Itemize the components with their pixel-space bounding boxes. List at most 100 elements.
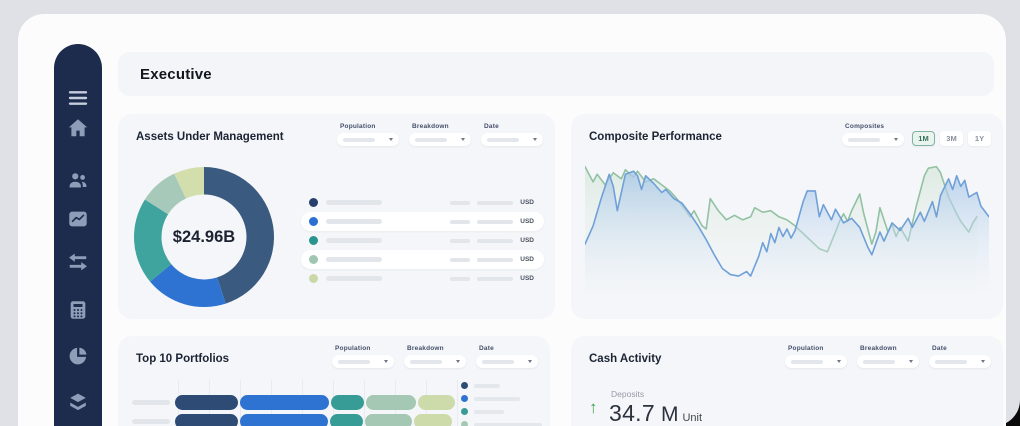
dropdown-placeholder [863, 359, 895, 364]
composite-blue-line [585, 171, 989, 276]
chevron-down-icon [461, 138, 465, 141]
donut-segment-4 [144, 173, 186, 215]
dropdown-placeholder [343, 137, 375, 142]
legend-dot [461, 395, 468, 402]
filter-breakdown: Breakdown [409, 123, 471, 146]
dropdown-placeholder [415, 137, 447, 142]
filter-date: Date [476, 345, 538, 368]
dropdown-placeholder [338, 359, 370, 364]
filter-date-dropdown[interactable] [476, 355, 538, 368]
page-title: Executive [140, 65, 212, 83]
header-bar: Executive [118, 52, 994, 96]
value-placeholder [477, 257, 514, 262]
deposits-value: 34.7 M Unit [609, 400, 702, 426]
row-label-placeholder [132, 400, 170, 405]
chevron-down-icon [533, 138, 537, 141]
range-button-1m[interactable]: 1M [912, 131, 935, 146]
filter-composites: Composites [842, 123, 904, 146]
currency-label: USD [520, 218, 534, 225]
filter-population: Population [785, 345, 847, 368]
cash-card-title: Cash Activity [589, 353, 662, 365]
legend-dot [461, 408, 468, 415]
value-placeholder [477, 238, 514, 243]
legend-values: USD [450, 237, 534, 244]
filter-breakdown-dropdown[interactable] [404, 355, 466, 368]
aum-legend: USD USD USD USD USD [301, 193, 544, 288]
legend-dot [309, 236, 318, 245]
filter-date-dropdown[interactable] [929, 355, 991, 368]
value-placeholder [450, 238, 471, 243]
calculator-icon[interactable] [54, 299, 102, 321]
filter-breakdown-dropdown[interactable] [857, 355, 919, 368]
dropdown-placeholder [935, 359, 967, 364]
legend-values: USD [450, 256, 534, 263]
filter-label: Population [340, 123, 376, 130]
range-button-1y[interactable]: 1Y [968, 131, 991, 146]
filter-label: Population [788, 345, 824, 352]
chevron-down-icon [909, 360, 913, 363]
menu-icon[interactable] [54, 87, 102, 109]
portfolio-row[interactable] [132, 414, 452, 426]
filter-population-dropdown[interactable] [332, 355, 394, 368]
portfolio-row[interactable] [132, 395, 455, 410]
range-button-3m[interactable]: 3M [940, 131, 963, 146]
value-placeholder [450, 276, 471, 281]
filter-breakdown-dropdown[interactable] [409, 133, 471, 146]
value-placeholder [450, 219, 471, 224]
dropdown-placeholder [410, 359, 442, 364]
transfers-icon[interactable] [54, 251, 102, 273]
deposits-up-arrow-icon: ↑ [589, 398, 598, 417]
aum-legend-row[interactable]: USD [301, 193, 544, 212]
deposits-unit: Unit [682, 412, 703, 424]
value-placeholder [477, 219, 514, 224]
bar-segment-2 [240, 395, 329, 410]
portfolios-filters: Population Breakdown Date [332, 345, 538, 368]
cash-filters: Population Breakdown Date [785, 345, 991, 368]
bar-segment-1 [175, 414, 238, 426]
filter-label: Date [932, 345, 947, 352]
filter-label: Breakdown [407, 345, 444, 352]
filter-label: Breakdown [412, 123, 449, 130]
bar-segment-3 [330, 414, 363, 426]
aum-legend-row[interactable]: USD [301, 231, 544, 250]
legend-placeholder [326, 219, 382, 224]
aum-legend-row[interactable]: USD [301, 212, 544, 231]
portfolios-card-title: Top 10 Portfolios [136, 353, 230, 365]
aum-legend-row[interactable]: USD [301, 250, 544, 269]
legend-placeholder [326, 200, 382, 205]
legend-dot [461, 382, 468, 389]
legend-placeholder [326, 238, 382, 243]
cash-card: Cash Activity Population Breakdown Date ↑ … [571, 336, 1003, 426]
legend-placeholder [474, 422, 542, 426]
performance-icon[interactable] [54, 208, 102, 230]
filter-population-dropdown[interactable] [337, 133, 399, 146]
aum-legend-row[interactable]: USD [301, 269, 544, 288]
chevron-down-icon [384, 360, 388, 363]
dropdown-placeholder [848, 137, 880, 142]
legend-dot [309, 198, 318, 207]
filter-composites-dropdown[interactable] [842, 133, 904, 146]
filter-date: Date [929, 345, 991, 368]
filter-label: Breakdown [860, 345, 897, 352]
layers-icon[interactable] [54, 391, 102, 413]
deposits-amount: 34.7 [609, 400, 655, 426]
app-panel: Executive Assets Under Management Popula… [18, 14, 1006, 426]
legend-placeholder [474, 383, 500, 388]
portfolios-legend-row [461, 392, 542, 405]
filter-composites-label: Composites [845, 123, 885, 130]
home-icon[interactable] [54, 117, 102, 139]
chevron-down-icon [528, 360, 532, 363]
composite-card: Composite Performance Composites 1M 3M 1Y [571, 114, 1003, 319]
portfolios-legend-row [461, 418, 542, 426]
donut-segment-2 [150, 264, 226, 307]
users-icon[interactable] [54, 169, 102, 191]
legend-placeholder [474, 396, 520, 401]
allocation-pie-icon[interactable] [54, 345, 102, 367]
chevron-down-icon [894, 138, 898, 141]
value-placeholder [450, 200, 471, 205]
filter-population-dropdown[interactable] [785, 355, 847, 368]
filter-date-dropdown[interactable] [481, 133, 543, 146]
bar-segment-1 [175, 395, 238, 410]
dropdown-placeholder [482, 359, 514, 364]
bar-segment-4 [365, 414, 412, 426]
